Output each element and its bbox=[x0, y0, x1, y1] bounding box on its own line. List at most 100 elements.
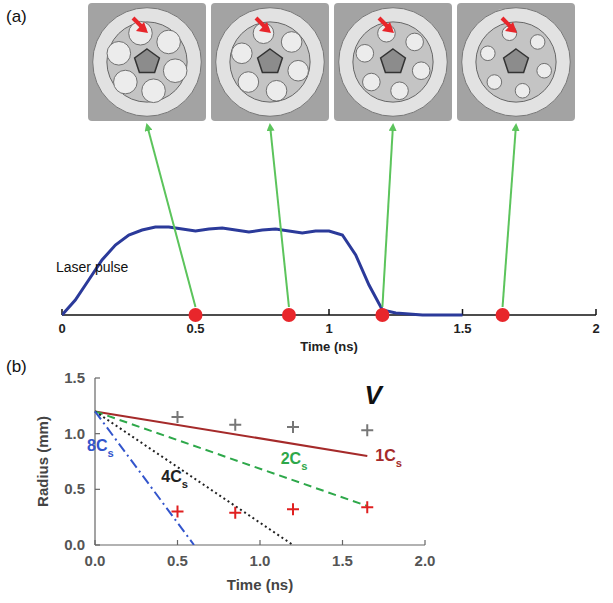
frame-arrow bbox=[503, 125, 516, 307]
panel-label: (a) bbox=[6, 7, 27, 26]
y-tick-label: 1.0 bbox=[64, 425, 85, 442]
y-tick bbox=[95, 433, 100, 434]
photo-bg bbox=[334, 3, 452, 121]
y-tick-label: 1.5 bbox=[64, 369, 85, 386]
photo-cell bbox=[537, 63, 552, 78]
x-tick-label: 0.0 bbox=[85, 552, 106, 569]
frame-dot bbox=[496, 308, 510, 322]
x-tick bbox=[424, 540, 425, 545]
scatter-point bbox=[172, 411, 184, 423]
photo-cell bbox=[406, 33, 424, 51]
photo bbox=[334, 3, 452, 121]
label-main: 4C bbox=[161, 468, 182, 485]
photo-cell bbox=[412, 62, 430, 80]
x-tick-label: 1 bbox=[325, 321, 332, 336]
series-label: 4Cs bbox=[161, 468, 188, 490]
photo-disk bbox=[353, 22, 433, 102]
panel-label: (b) bbox=[6, 357, 27, 376]
photo-cell bbox=[363, 73, 381, 91]
labels-b: 1Cs2Cs4Cs8CsV bbox=[87, 380, 402, 490]
x-tick-label: 0.5 bbox=[186, 321, 204, 336]
photo-core bbox=[135, 49, 160, 73]
photo-arrowhead bbox=[136, 22, 148, 33]
photo-core bbox=[504, 49, 529, 73]
photo-arrowhead bbox=[259, 22, 271, 33]
label-sub: s bbox=[107, 447, 113, 459]
scatter-point bbox=[229, 507, 241, 519]
frame-arrow bbox=[382, 125, 393, 307]
photo-ring bbox=[93, 8, 202, 117]
y-axis-title: Radius (mm) bbox=[34, 416, 51, 507]
label-main: 1C bbox=[375, 447, 396, 464]
photo-core bbox=[258, 49, 283, 73]
label-sub: s bbox=[396, 457, 402, 469]
photo-cell bbox=[515, 83, 530, 98]
photo-cell bbox=[142, 79, 166, 103]
label-sub: s bbox=[301, 460, 307, 472]
frame-dot bbox=[375, 308, 389, 322]
y-tick bbox=[95, 489, 100, 490]
scatter-point bbox=[287, 503, 299, 515]
series-label: Laser pulse bbox=[56, 259, 129, 275]
x-tick-label: 2.0 bbox=[415, 552, 436, 569]
photo bbox=[88, 3, 206, 121]
frame-arrow bbox=[270, 125, 289, 307]
photo-ring bbox=[462, 8, 571, 117]
photo-cell bbox=[157, 30, 181, 54]
figure: (a)00.511.52Time (ns)Laser pulse(b)0.00.… bbox=[0, 0, 613, 603]
x-tick-label: 2 bbox=[592, 321, 599, 336]
photo-bg bbox=[88, 3, 206, 121]
photo-ring bbox=[339, 8, 448, 117]
x-tick bbox=[595, 309, 597, 315]
scatter-point bbox=[361, 501, 373, 513]
x-tick bbox=[177, 540, 178, 545]
photo-cell bbox=[356, 44, 374, 62]
y-tick bbox=[95, 377, 100, 378]
photo-arrowhead bbox=[505, 22, 517, 33]
y-tick-label: 0.0 bbox=[64, 536, 85, 553]
x-tick-label: 1.5 bbox=[453, 321, 471, 336]
x-tick-label: 0.5 bbox=[167, 552, 188, 569]
plot-b bbox=[95, 411, 373, 545]
frame-dot bbox=[189, 308, 203, 322]
series-label: 8Cs bbox=[87, 437, 114, 459]
label-main: 2C bbox=[281, 450, 302, 467]
photo-cell bbox=[253, 23, 274, 44]
photo bbox=[211, 3, 329, 121]
series-label: 2Cs bbox=[281, 450, 308, 472]
x-axis-title: Time (ns) bbox=[227, 576, 293, 593]
series-line bbox=[95, 411, 367, 456]
photo-cell bbox=[281, 32, 302, 53]
photo-ring bbox=[216, 8, 325, 117]
photo-arrowhead bbox=[382, 22, 394, 33]
photo-cell bbox=[266, 80, 287, 101]
x-tick-label: 1.0 bbox=[250, 552, 271, 569]
photo-disk bbox=[230, 22, 310, 102]
photo-disk bbox=[476, 22, 556, 102]
photo-cell bbox=[107, 41, 131, 65]
series-line bbox=[95, 411, 293, 545]
scatter-point bbox=[172, 506, 184, 518]
photo bbox=[457, 3, 575, 121]
x-tick-label: 0 bbox=[58, 321, 65, 336]
photo-cell bbox=[232, 43, 253, 64]
series-line bbox=[95, 411, 367, 506]
series-label: V bbox=[365, 380, 385, 410]
x-tick bbox=[342, 540, 343, 545]
series-label: 1Cs bbox=[375, 447, 402, 469]
x-tick bbox=[328, 309, 330, 315]
photo-cell bbox=[487, 75, 502, 90]
photo-cell bbox=[391, 82, 409, 100]
photo-bg bbox=[211, 3, 329, 121]
x-tick bbox=[259, 540, 260, 545]
series-line bbox=[95, 411, 194, 545]
photo-cell bbox=[114, 70, 138, 94]
x-axis-title: Time (ns) bbox=[300, 339, 358, 354]
photo-disk bbox=[107, 22, 187, 102]
photo-cell bbox=[238, 72, 259, 93]
photo-core bbox=[381, 49, 406, 73]
scatter-point bbox=[361, 424, 373, 436]
frame-dot bbox=[282, 308, 296, 322]
y-axis bbox=[94, 378, 95, 545]
photo-cell bbox=[481, 46, 496, 61]
